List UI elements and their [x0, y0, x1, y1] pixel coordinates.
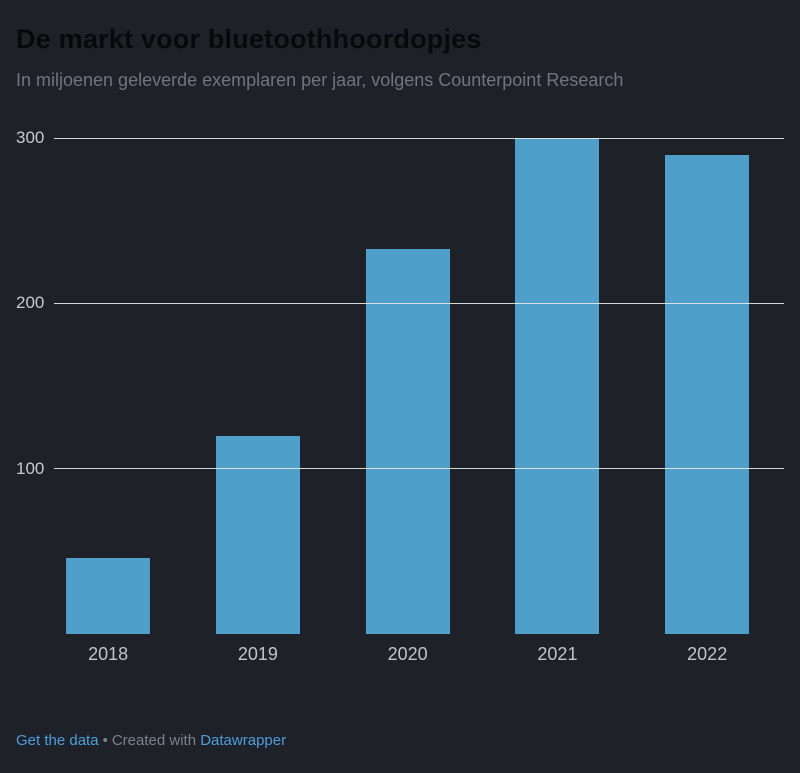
- x-tick-label-2022: 2022: [687, 644, 728, 664]
- get-data-link[interactable]: Get the data: [16, 732, 99, 749]
- bar-2020[interactable]: [365, 248, 450, 634]
- chart-header: De markt voor bluetoothhoordopjes In mil…: [0, 0, 800, 92]
- x-tick-label-2019: 2019: [237, 644, 278, 664]
- y-tick-label: 300: [16, 128, 45, 147]
- bar-2018[interactable]: [66, 557, 151, 634]
- chart-subtitle: In miljoenen geleverde exemplaren per ja…: [16, 70, 624, 90]
- bar-chart: 100 200 300 2018 2019 2020 2021 2022: [16, 128, 784, 670]
- chart-title: De markt voor bluetoothhoordopjes: [16, 24, 482, 54]
- bar-2021[interactable]: [515, 138, 600, 634]
- x-axis: 2018 2019 2020 2021 2022: [16, 644, 784, 670]
- gridline-rule: [54, 137, 784, 139]
- y-tick-label: 100: [16, 458, 45, 478]
- y-tick-label: 200: [16, 293, 45, 313]
- created-with-text: Created with: [111, 732, 197, 749]
- bar-2022[interactable]: [665, 154, 750, 634]
- datawrapper-link[interactable]: Datawrapper: [200, 732, 287, 749]
- x-tick-label-2020: 2020: [387, 644, 428, 664]
- x-tick-label-2021: 2021: [537, 644, 578, 664]
- bar-2019[interactable]: [215, 435, 300, 634]
- chart-footer: Get the data • Created with Datawrapper: [16, 732, 286, 749]
- footer-separator: •: [102, 732, 108, 749]
- plot-area: 100 200 300: [16, 128, 784, 634]
- gridline-300: 300: [16, 128, 784, 148]
- x-tick-label-2018: 2018: [88, 644, 129, 664]
